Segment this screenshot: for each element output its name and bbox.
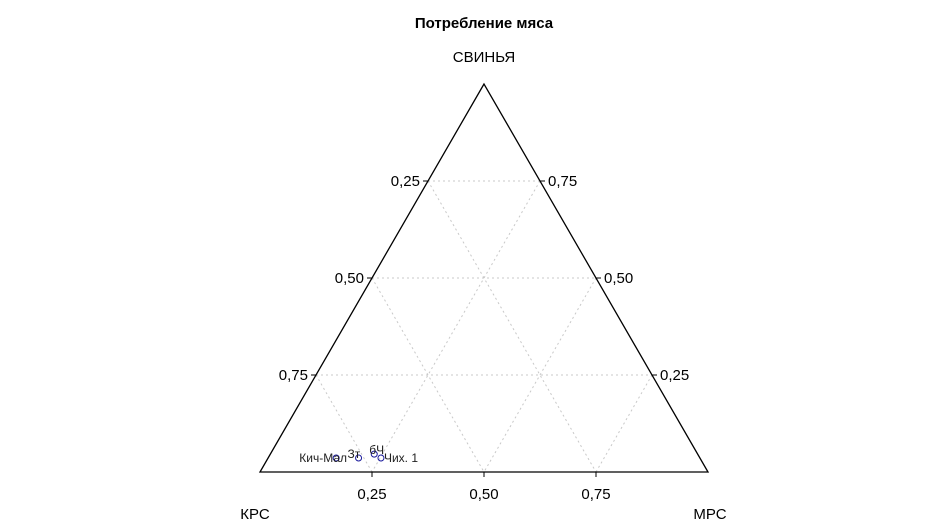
- right-tick-label-2: 0,25: [660, 367, 689, 384]
- data-point-1: [355, 454, 363, 462]
- left-tick-label-1: 0,50: [335, 270, 364, 287]
- grid-line-l-0: [315, 374, 373, 473]
- data-point-label-2: бЧ: [369, 443, 384, 457]
- chart-title: Потребление мяса: [415, 15, 554, 32]
- vertex-label-top: СВИНЬЯ: [453, 49, 515, 66]
- data-point-label-3: Чих. 1: [384, 451, 418, 465]
- data-point-3: [377, 454, 385, 462]
- vertex-label-left: КРС: [240, 506, 270, 523]
- grid-line-l-2: [427, 180, 597, 473]
- bottom-tick-label-1: 0,50: [469, 486, 498, 503]
- tick-layer: 0,25 0,50 0,75 0,75 0,50 0,25 0,25 0,50 0,75: [279, 173, 689, 503]
- grid-line-l-1: [371, 277, 485, 473]
- grid-layer: [315, 180, 653, 473]
- data-point-label-0: Кич-Мал: [299, 451, 347, 465]
- bottom-tick-label-0: 0,25: [357, 486, 386, 503]
- left-tick-label-2: 0,75: [279, 367, 308, 384]
- data-point-label-1: Зт: [348, 447, 361, 461]
- grid-line-r-1: [483, 277, 597, 473]
- right-tick-label-1: 0,50: [604, 270, 633, 287]
- data-point-0: [332, 454, 340, 462]
- grid-line-r-0: [595, 374, 653, 473]
- grid-line-r-2: [371, 180, 541, 473]
- data-point-2: [370, 450, 378, 458]
- right-tick-label-0: 0,75: [548, 173, 577, 190]
- left-tick-label-0: 0,25: [391, 173, 420, 190]
- vertex-label-right: МРС: [693, 506, 726, 523]
- bottom-tick-label-2: 0,75: [581, 486, 610, 503]
